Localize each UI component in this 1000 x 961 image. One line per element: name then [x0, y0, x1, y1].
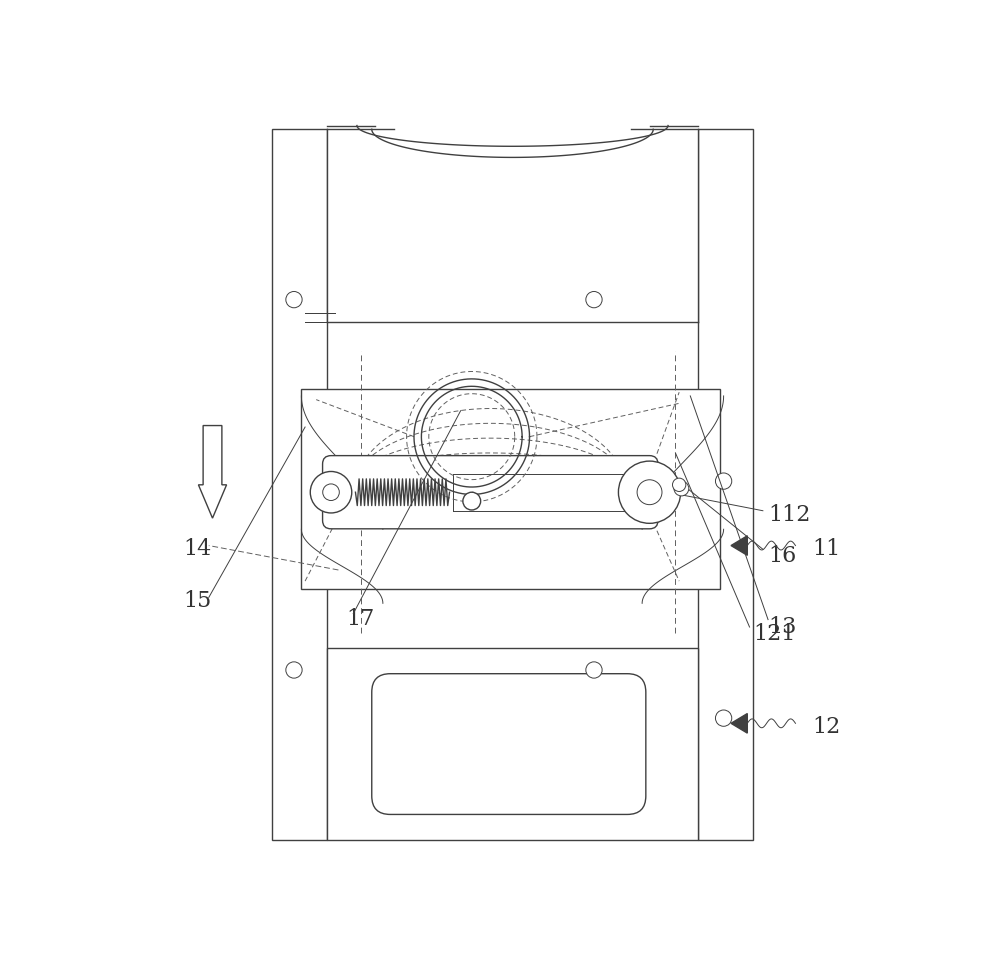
- Bar: [301, 389, 720, 589]
- Polygon shape: [731, 536, 747, 555]
- Circle shape: [618, 461, 681, 524]
- Bar: [272, 130, 327, 841]
- Text: 121: 121: [753, 623, 796, 644]
- Circle shape: [672, 479, 686, 492]
- Text: 17: 17: [346, 607, 374, 629]
- Bar: [327, 648, 698, 841]
- FancyBboxPatch shape: [372, 674, 646, 815]
- Text: 15: 15: [183, 589, 211, 611]
- Polygon shape: [198, 426, 227, 519]
- Circle shape: [637, 480, 662, 505]
- Polygon shape: [731, 714, 747, 733]
- Circle shape: [586, 292, 602, 308]
- Circle shape: [286, 292, 302, 308]
- Text: 14: 14: [183, 537, 211, 559]
- Text: 12: 12: [812, 715, 841, 737]
- Circle shape: [463, 493, 481, 510]
- Text: 16: 16: [768, 545, 796, 567]
- Bar: [327, 130, 698, 323]
- Text: 112: 112: [768, 504, 810, 526]
- Circle shape: [715, 474, 732, 490]
- Circle shape: [310, 472, 352, 513]
- Circle shape: [715, 710, 732, 727]
- Bar: [698, 130, 753, 841]
- Circle shape: [286, 662, 302, 678]
- Text: 11: 11: [812, 537, 841, 559]
- Circle shape: [674, 481, 689, 497]
- FancyBboxPatch shape: [323, 456, 658, 530]
- Circle shape: [323, 484, 339, 501]
- Text: 13: 13: [768, 615, 796, 637]
- Circle shape: [586, 662, 602, 678]
